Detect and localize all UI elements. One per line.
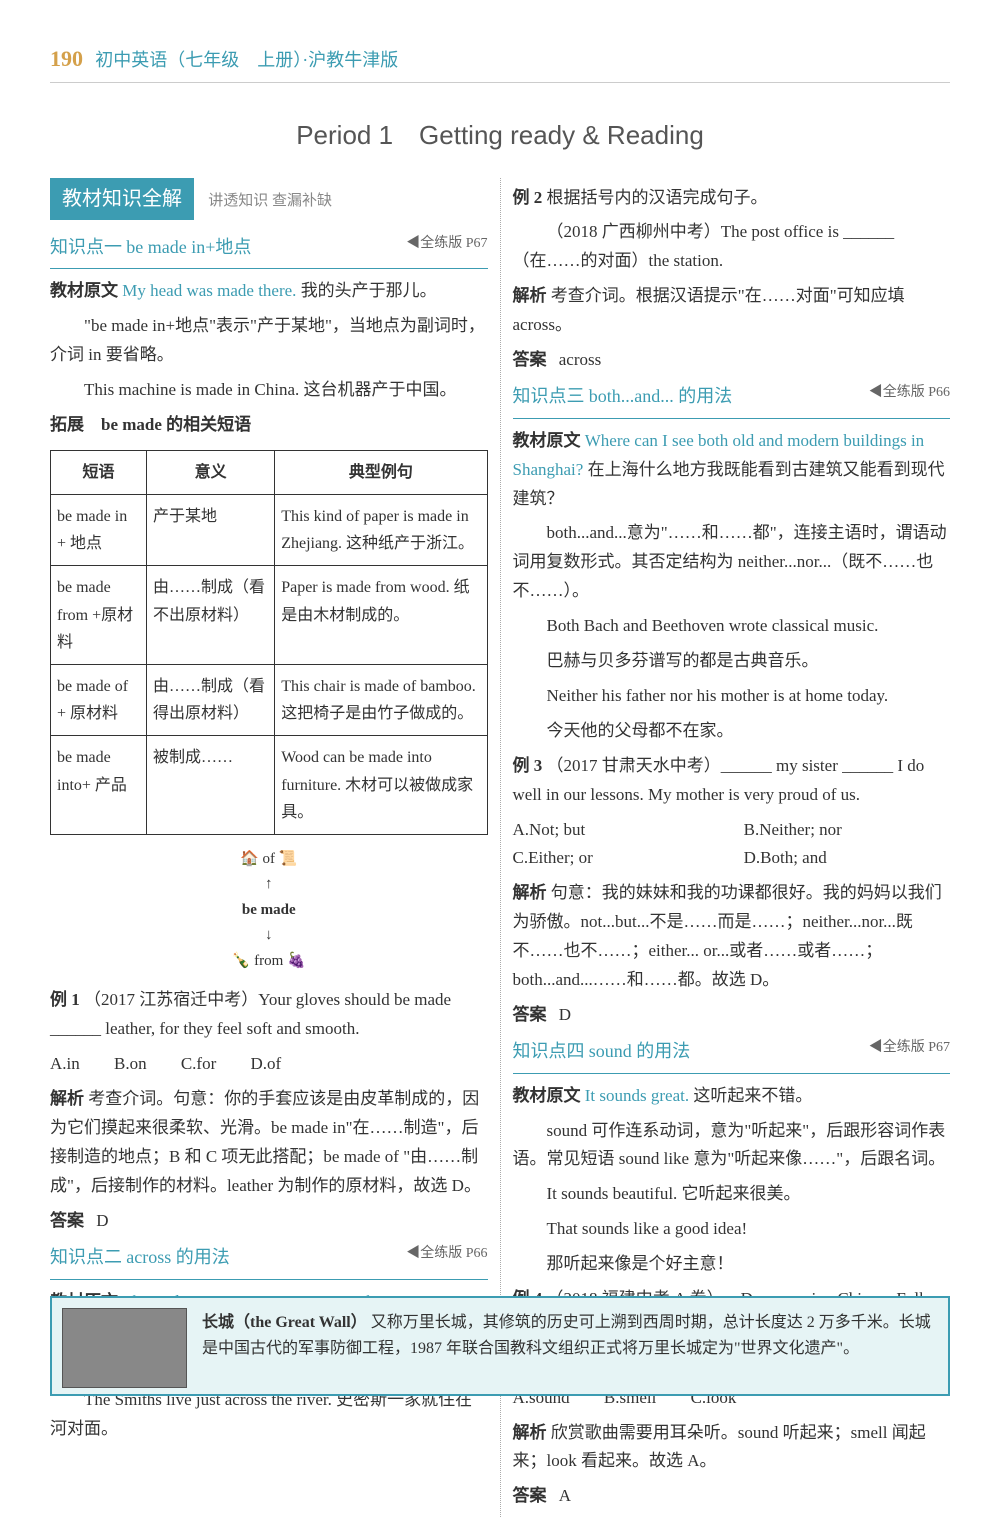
bemade-diagram: 🏠 of 📜 ↑ be made ↓ 🍾 from 🍇 xyxy=(50,847,488,975)
kp3-p1: both...and...意为"……和……都"，连接主语时，谓语动词用复数形式。… xyxy=(513,519,951,606)
ex1-label: 例 1 xyxy=(50,990,80,1009)
book-title: 初中英语（七年级 上册）·沪教牛津版 xyxy=(95,50,398,70)
kp4-p3cn: 那听起来像是个好主意！ xyxy=(513,1250,951,1279)
table-row: be made from +原材料 由……制成（看不出原材料） Paper is… xyxy=(51,566,488,665)
src-cn: 我的头产于那儿。 xyxy=(301,281,437,300)
th2: 典型例句 xyxy=(275,450,487,494)
ex3-answer: 答案 D xyxy=(513,1001,951,1030)
kp1-source: 教材原文 My head was made there. 我的头产于那儿。 xyxy=(50,277,488,306)
ex1: 例 1 （2017 江苏宿迁中考）Your gloves should be m… xyxy=(50,986,488,1044)
kp4-p3: That sounds like a good idea! xyxy=(513,1215,951,1244)
kp3-source: 教材原文 Where can I see both old and modern… xyxy=(513,427,951,514)
ex3-opts: A.Not; but B.Neither; nor C.Either; or D… xyxy=(513,816,951,874)
period-title: Period 1 Getting ready & Reading xyxy=(50,113,950,157)
section-subtitle: 讲透知识 查漏补缺 xyxy=(208,193,332,209)
kp4-source: 教材原文 It sounds great. 这听起来不错。 xyxy=(513,1082,951,1111)
divider xyxy=(513,418,951,419)
th0: 短语 xyxy=(51,450,147,494)
divider xyxy=(50,1279,488,1280)
kp4-p2: It sounds beautiful. 它听起来很美。 xyxy=(513,1180,951,1209)
src-en: My head was made there. xyxy=(122,281,296,300)
kp1-p2: This machine is made in China. 这台机器产于中国。 xyxy=(50,376,488,405)
footer-image xyxy=(62,1308,187,1388)
section-banner: 教材知识全解 xyxy=(50,178,194,220)
section-banner-row: 教材知识全解 讲透知识 查漏补缺 xyxy=(50,178,488,226)
table-row: be made into+ 产品 被制成…… Wood can be made … xyxy=(51,736,488,835)
kp3-p3cn: 今天他的父母都不在家。 xyxy=(513,717,951,746)
kp3-heading: 知识点三 both...and... 的用法 ◀全练版 P66 xyxy=(513,381,951,412)
footer-box: 长城（the Great Wall） 又称万里长城，其修筑的历史可上溯到西周时期… xyxy=(50,1296,950,1396)
ex3-analysis: 解析 句意：我的妹妹和我的功课都很好。我的妈妈以我们为骄傲。not...but.… xyxy=(513,879,951,995)
kp1-title: be made in+地点 xyxy=(126,237,251,257)
ex2-src: （2018 广西柳州中考）The post office is ______（在… xyxy=(513,218,951,276)
ex4-answer: 答案 A xyxy=(513,1482,951,1511)
table-header-row: 短语 意义 典型例句 xyxy=(51,450,488,494)
table-row: be made of + 原材料 由……制成（看得出原材料） This chai… xyxy=(51,665,488,736)
footer-title: 长城（the Great Wall） xyxy=(202,1314,367,1331)
kp3-p2cn: 巴赫与贝多芬谱写的都是古典音乐。 xyxy=(513,647,951,676)
kp3-p2: Both Bach and Beethoven wrote classical … xyxy=(513,612,951,641)
page-number: 190 xyxy=(50,46,83,71)
th1: 意义 xyxy=(147,450,275,494)
divider xyxy=(50,268,488,269)
kp2-heading: 知识点二 across 的用法 ◀全练版 P66 xyxy=(50,1242,488,1273)
kp3-p3: Neither his father nor his mother is at … xyxy=(513,682,951,711)
ex3: 例 3 （2017 甘肃天水中考）______ my sister ______… xyxy=(513,752,951,810)
kp4-heading: 知识点四 sound 的用法 ◀全练版 P67 xyxy=(513,1036,951,1067)
ex2: 例 2 根据括号内的汉语完成句子。 xyxy=(513,184,951,213)
page-header: 190 初中英语（七年级 上册）·沪教牛津版 xyxy=(50,40,950,83)
ex2-answer: 答案 across xyxy=(513,346,951,375)
ex1-src: （2017 江苏宿迁中考）Your gloves should be made … xyxy=(50,990,451,1038)
ex1-opts: A.in B.on C.for D.of xyxy=(50,1050,488,1079)
kp1-ref: ◀全练版 P67 xyxy=(406,232,487,256)
ex4-analysis: 解析 欣赏歌曲需要用耳朵听。sound 听起来；smell 闻起来；look 看… xyxy=(513,1419,951,1477)
kp1-label: 知识点一 xyxy=(50,237,122,257)
table-row: be made in + 地点 产于某地 This kind of paper … xyxy=(51,495,488,566)
ex1-answer: 答案 D xyxy=(50,1207,488,1236)
phrase-table: 短语 意义 典型例句 be made in + 地点 产于某地 This kin… xyxy=(50,450,488,835)
kp1-p1: "be made in+地点"表示"产于某地"，当地点为副词时，介词 in 要省… xyxy=(50,312,488,370)
ex1-analysis: 解析 考查介词。句意：你的手套应该是由皮革制成的，因为它们摸起来很柔软、光滑。b… xyxy=(50,1085,488,1201)
ex2-analysis: 解析 考查介词。根据汉语提示"在……对面"可知应填 across。 xyxy=(513,282,951,340)
kp1-heading: 知识点一 be made in+地点 ◀全练版 P67 xyxy=(50,232,488,263)
src-label: 教材原文 xyxy=(50,281,118,300)
divider xyxy=(513,1073,951,1074)
kp4-p1: sound 可作连系动词，意为"听起来"，后跟形容词作表语。常见短语 sound… xyxy=(513,1117,951,1175)
kp1-expand: 拓展 be made 的相关短语 xyxy=(50,411,488,440)
